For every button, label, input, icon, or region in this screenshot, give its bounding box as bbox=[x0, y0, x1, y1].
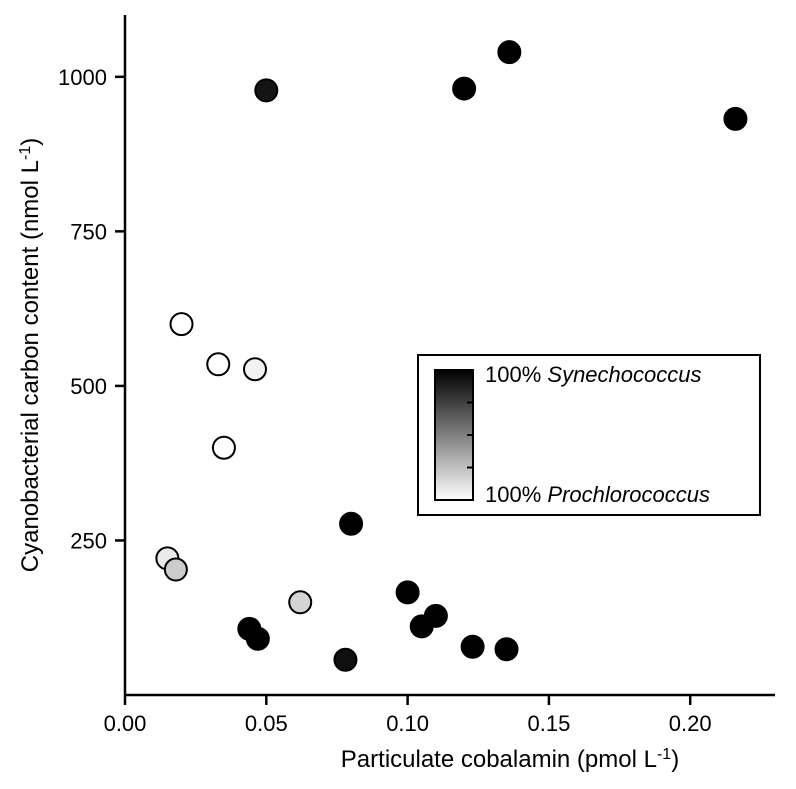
data-point bbox=[334, 649, 356, 671]
data-point bbox=[244, 358, 266, 380]
y-tick-label: 750 bbox=[70, 219, 107, 244]
chart-svg: 0.00 0.05 0.10 0.15 0.20 250 500 750 1000 100% Sy… bbox=[0, 0, 796, 789]
data-point bbox=[411, 615, 433, 637]
data-point bbox=[255, 79, 277, 101]
data-point bbox=[247, 628, 269, 650]
x-axis-label: Particulate cobalamin (pmol L-1) bbox=[341, 746, 679, 774]
data-point bbox=[498, 41, 520, 63]
data-point bbox=[207, 353, 229, 375]
data-point bbox=[496, 638, 518, 660]
data-point bbox=[397, 581, 419, 603]
data-point bbox=[165, 559, 187, 581]
x-tick-label: 0.15 bbox=[527, 711, 570, 736]
data-point bbox=[289, 591, 311, 613]
data-point bbox=[340, 513, 362, 535]
legend-bottom-label: 100% Prochlorococcus bbox=[485, 482, 710, 507]
y-tick-label: 250 bbox=[70, 528, 107, 553]
legend-top-label: 100% Synechococcus bbox=[485, 362, 701, 387]
y-tick-label: 500 bbox=[70, 374, 107, 399]
scatter-chart: 0.00 0.05 0.10 0.15 0.20 250 500 750 1000 100% Sy… bbox=[0, 0, 796, 789]
x-tick-label: 0.00 bbox=[104, 711, 147, 736]
data-point bbox=[453, 78, 475, 100]
x-tick-label: 0.20 bbox=[669, 711, 712, 736]
data-point bbox=[171, 313, 193, 335]
data-point bbox=[213, 437, 235, 459]
data-point bbox=[462, 636, 484, 658]
y-axis-label: Cyanobacterial carbon content (nmol L-1) bbox=[17, 138, 45, 572]
data-point bbox=[724, 108, 746, 130]
y-tick-label: 1000 bbox=[58, 65, 107, 90]
x-tick-label: 0.05 bbox=[245, 711, 288, 736]
x-tick-label: 0.10 bbox=[386, 711, 429, 736]
